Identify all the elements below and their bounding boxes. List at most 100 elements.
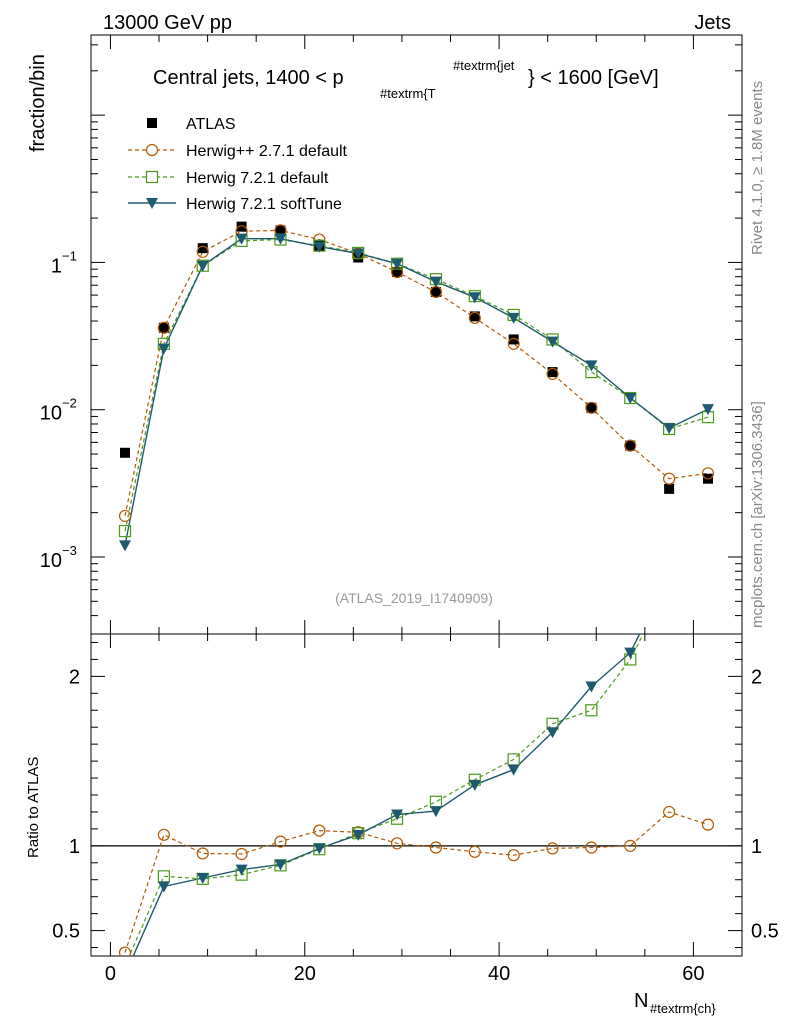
chart-title: Central jets, 1400 < p #textrm{T #textrm…	[153, 58, 659, 101]
main-ytick-label: 10	[40, 550, 62, 572]
ratio-ytick-label-right: 0.5	[751, 921, 779, 943]
main-ytick-exponent: −3	[62, 543, 77, 558]
main-point-atlas	[120, 447, 131, 458]
main-point-herwigpp	[118, 509, 132, 523]
legend-entry-softtune: Herwig 7.2.1 softTune	[128, 196, 342, 213]
header-jets-label: Jets	[694, 12, 731, 34]
ratio-point-softtune	[196, 873, 209, 885]
main-point-atlas	[430, 286, 441, 297]
main-line-herwig721	[124, 238, 709, 532]
ratio-point-softtune	[391, 809, 404, 821]
ratio-point-herwigpp	[585, 841, 598, 854]
ratio-ytick-label: 1	[69, 836, 80, 858]
chart-title-main: Central jets, 1400 < p	[153, 67, 344, 89]
main-point-softtune	[196, 260, 209, 272]
ratio-series-group	[118, 634, 715, 956]
main-point-atlas	[625, 440, 636, 451]
xtick-label: 60	[682, 963, 704, 985]
main-line-softtune	[124, 237, 709, 546]
main-point-softtune	[157, 343, 170, 355]
main-point-softtune	[429, 276, 442, 288]
xtick-label: 0	[105, 963, 116, 985]
legend-marker-herwig721	[145, 170, 159, 184]
ratio-point-softtune	[352, 829, 365, 841]
main-point-softtune	[274, 233, 287, 245]
main-point-atlas	[547, 367, 558, 378]
x-axis-label: N #textrm{ch}	[634, 990, 716, 1016]
main-ytick-label: 10	[40, 403, 62, 425]
ratio-point-herwigpp	[663, 805, 676, 819]
main-series-group	[118, 221, 715, 552]
main-point-atlas	[236, 221, 247, 232]
legend-label-softtune: Herwig 7.2.1 softTune	[186, 196, 342, 213]
mcplots-side-label: mcplots.cern.ch [arXiv:1306.3436]	[749, 401, 766, 628]
legend: ATLAS Herwig++ 2.7.1 default Herwig 7.2.…	[128, 116, 348, 213]
ratio-point-softtune	[235, 864, 248, 876]
main-point-herwigpp	[624, 439, 637, 452]
ratio-point-herwigpp	[235, 847, 248, 861]
ratio-point-softtune	[429, 806, 442, 818]
main-point-softtune	[119, 540, 132, 552]
ratio-point-softtune	[274, 859, 287, 871]
ratio-point-softtune	[624, 647, 637, 659]
main-point-herwigpp	[157, 321, 170, 334]
main-point-atlas	[158, 322, 169, 333]
main-point-atlas	[197, 243, 208, 254]
ratio-line-herwig721	[128, 634, 644, 956]
ratio-ytick-label: 0.5	[52, 921, 80, 943]
legend-marker-herwigpp	[145, 143, 159, 157]
main-ytick-exponent: −1	[62, 248, 77, 263]
main-line-herwigpp	[124, 229, 709, 517]
legend-marker-atlas	[147, 118, 157, 128]
ratio-point-softtune	[585, 681, 598, 693]
ratio-line-softtune	[132, 634, 641, 956]
ratio-point-softtune	[468, 779, 481, 791]
main-point-softtune	[546, 336, 559, 348]
main-point-herwigpp	[546, 367, 559, 381]
ratio-point-softtune	[546, 727, 559, 739]
main-point-atlas	[469, 311, 480, 322]
ratio-series-clip	[118, 634, 715, 956]
legend-label-herwig721: Herwig 7.2.1 default	[186, 170, 329, 187]
main-point-herwigpp	[429, 285, 443, 299]
chart-title-tail: } < 1600 [GeV]	[528, 67, 659, 89]
legend-marker-softtune	[146, 198, 158, 209]
ratio-point-softtune	[507, 764, 520, 776]
legend-entry-herwig721: Herwig 7.2.1 default	[128, 170, 329, 187]
ratio-point-herwig721	[429, 795, 443, 808]
xtick-label: 40	[488, 963, 510, 985]
xlabel-subscript: #textrm{ch}	[650, 1001, 716, 1016]
ratio-point-herwigpp	[390, 837, 404, 850]
main-point-atlas	[275, 225, 286, 236]
legend-label-herwigpp: Herwig++ 2.7.1 default	[186, 143, 348, 160]
ratio-point-herwigpp	[624, 839, 637, 852]
main-point-herwigpp	[196, 245, 209, 258]
main-point-atlas	[586, 402, 597, 413]
rivet-side-label: Rivet 4.1.0, ≥ 1.8M events	[749, 81, 766, 255]
xtick-label: 20	[294, 963, 316, 985]
main-point-atlas	[664, 483, 675, 494]
ratio-ytick-label: 2	[69, 666, 80, 688]
main-point-softtune	[313, 241, 326, 253]
ratio-point-herwigpp	[546, 842, 559, 855]
main-point-softtune	[585, 360, 598, 372]
ratio-line-herwigpp	[124, 811, 709, 953]
main-point-softtune	[352, 248, 365, 260]
ratio-point-herwigpp	[468, 845, 481, 858]
main-point-softtune	[468, 292, 481, 304]
legend-entry-atlas: ATLAS	[147, 116, 236, 133]
xlabel-main: N	[634, 990, 648, 1012]
main-point-softtune	[507, 312, 520, 324]
ratio-point-herwigpp	[157, 828, 170, 841]
main-point-herwig721	[118, 524, 132, 538]
main-ylabel: fraction/bin	[27, 54, 49, 152]
main-ytick-exponent: −2	[62, 396, 77, 411]
main-point-softtune	[701, 404, 714, 416]
main-point-softtune	[624, 393, 637, 405]
ratio-point-softtune	[313, 843, 326, 855]
chart-title-superscript: #textrm{jet	[453, 58, 515, 73]
main-axis-ticks: 10 −310 −21 −1	[40, 35, 742, 635]
header-energy-label: 13000 GeV pp	[103, 12, 232, 34]
ratio-ytick-label-right: 2	[751, 666, 762, 688]
